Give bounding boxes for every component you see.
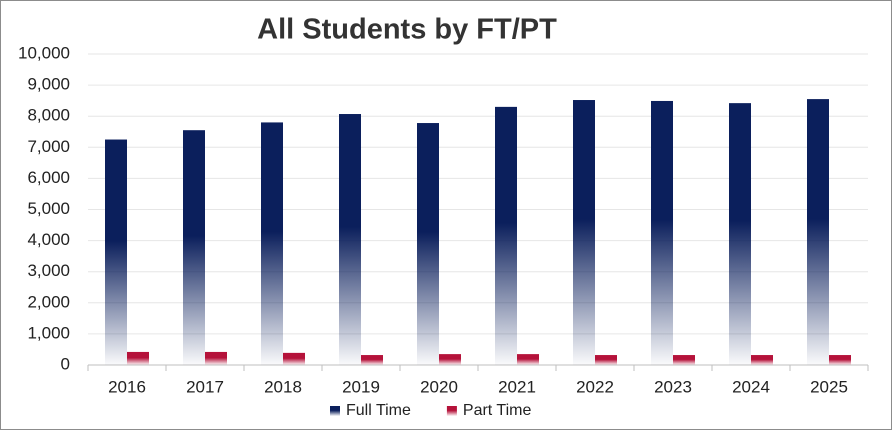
bar bbox=[339, 114, 361, 365]
x-tick-label: 2019 bbox=[342, 377, 380, 396]
bar bbox=[495, 106, 517, 366]
y-tick-label: 5,000 bbox=[27, 199, 70, 218]
bar bbox=[751, 355, 773, 365]
bar bbox=[517, 354, 539, 365]
bar bbox=[183, 130, 205, 365]
y-tick-label: 7,000 bbox=[27, 137, 70, 156]
x-tick-label: 2023 bbox=[654, 377, 692, 396]
y-tick-label: 9,000 bbox=[27, 75, 70, 94]
legend-swatch bbox=[330, 406, 340, 416]
y-tick-label: 10,000 bbox=[18, 43, 70, 62]
legend-label: Full Time bbox=[346, 402, 411, 419]
bar bbox=[829, 355, 851, 365]
bar bbox=[595, 355, 617, 365]
bar bbox=[573, 100, 595, 365]
y-tick-label: 0 bbox=[61, 354, 70, 373]
bar bbox=[127, 351, 149, 365]
y-tick-label: 3,000 bbox=[27, 261, 70, 280]
x-tick-label: 2016 bbox=[108, 377, 146, 396]
y-tick-label: 8,000 bbox=[27, 106, 70, 125]
bar bbox=[807, 99, 829, 365]
x-tick-label: 2024 bbox=[732, 377, 770, 396]
bar bbox=[361, 355, 383, 365]
x-tick-label: 2022 bbox=[576, 377, 614, 396]
x-tick-label: 2025 bbox=[810, 377, 848, 396]
y-tick-label: 4,000 bbox=[27, 230, 70, 249]
x-tick-label: 2017 bbox=[186, 377, 224, 396]
bar bbox=[439, 354, 461, 365]
bar bbox=[417, 123, 439, 366]
bar bbox=[729, 103, 751, 365]
bar bbox=[105, 139, 127, 365]
bar bbox=[205, 351, 227, 365]
y-tick-label: 6,000 bbox=[27, 168, 70, 187]
bar bbox=[283, 352, 305, 365]
bar bbox=[261, 122, 283, 365]
x-tick-label: 2020 bbox=[420, 377, 458, 396]
bar bbox=[651, 100, 673, 365]
legend-label: Part Time bbox=[463, 402, 532, 419]
chart-title: All Students by FT/PT bbox=[257, 14, 557, 46]
y-tick-label: 2,000 bbox=[27, 292, 70, 311]
y-tick-label: 1,000 bbox=[27, 323, 70, 342]
x-tick-label: 2021 bbox=[498, 377, 536, 396]
legend-swatch bbox=[446, 406, 457, 416]
bar bbox=[673, 355, 695, 365]
x-tick-label: 2018 bbox=[264, 377, 302, 396]
